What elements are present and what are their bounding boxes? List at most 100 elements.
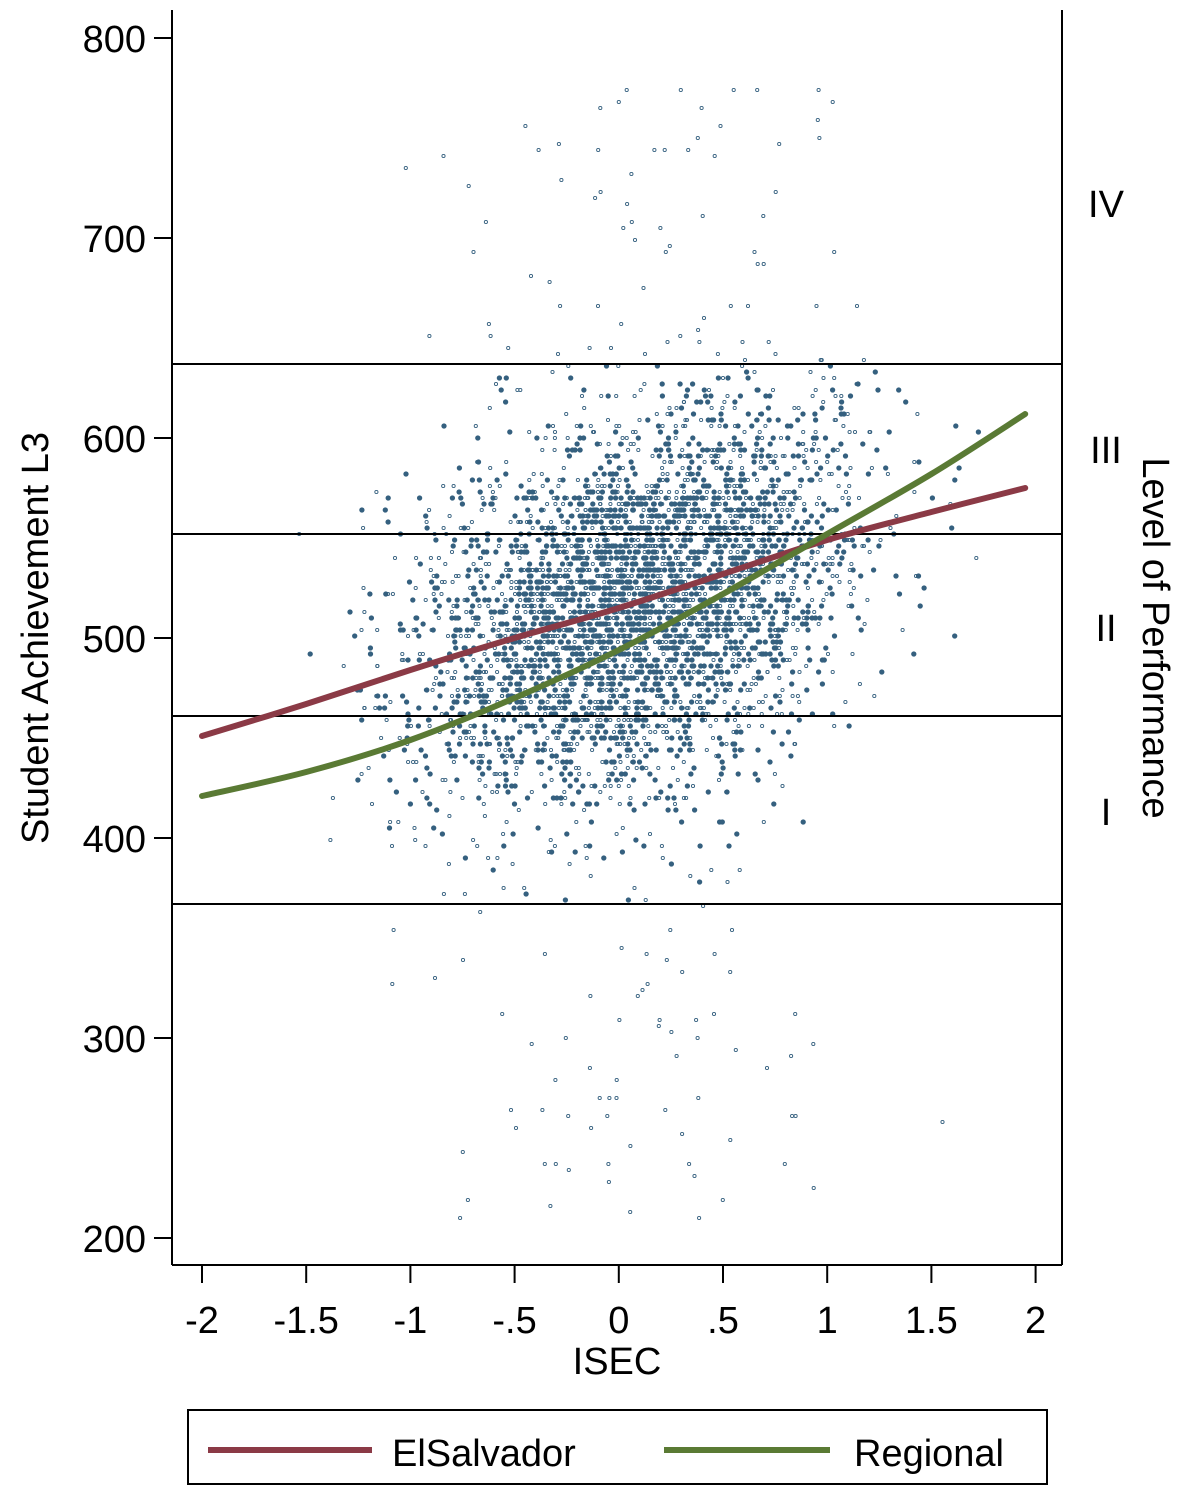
scatter-point [743,489,749,495]
scatter-point [833,417,838,423]
scatter-point [886,429,892,435]
scatter-point [530,567,535,573]
scatter-point [709,621,715,627]
scatter-point [548,489,555,495]
scatter-point [539,549,546,555]
scatter-point [701,705,706,711]
scatter-point [684,417,690,423]
scatter-point [737,867,742,873]
scatter-point [653,795,659,801]
scatter-point [669,639,674,645]
scatter-point [770,483,776,489]
scatter-point [645,549,652,555]
scatter-point [846,723,852,729]
scatter-point [632,651,638,657]
scatter-point [661,693,666,699]
scatter-point [716,495,722,501]
scatter-point [588,621,593,627]
scatter-point [791,501,796,507]
scatter-point [829,387,836,393]
scatter-point [583,513,588,519]
scatter-point [614,579,619,585]
scatter-point [677,381,683,387]
scatter-point [628,717,633,723]
scatter-point [767,513,773,519]
scatter-point [525,723,532,729]
scatter-point [504,459,509,465]
scatter-point [700,447,706,453]
scatter-point [701,507,707,513]
scatter-point [618,507,624,513]
scatter-point [721,495,726,501]
scatter-point [566,453,573,459]
scatter-point [706,447,711,453]
scatter-point [643,717,649,723]
scatter-point [781,489,786,495]
scatter-point [645,543,650,549]
scatter-point [692,555,698,561]
scatter-point [547,765,553,771]
scatter-point [705,789,711,795]
scatter-point [767,573,772,579]
scatter-point [614,723,619,729]
scatter-point [606,747,613,753]
scatter-point [573,651,579,657]
scatter-point [643,627,649,633]
scatter-point [587,567,592,573]
scatter-point [534,585,541,591]
scatter-point [626,705,631,711]
scatter-point [665,729,670,735]
scatter-point [749,423,755,429]
scatter-point [548,519,554,525]
scatter-point [574,819,579,825]
scatter-point [549,777,554,783]
scatter-point [715,543,722,549]
scatter-point [672,801,678,807]
scatter-point [872,693,877,699]
scatter-point [497,609,503,615]
scatter-point [815,669,822,675]
scatter-point [664,519,671,525]
scatter-point [761,465,768,471]
scatter-point [826,555,831,561]
scatter-point [546,561,552,567]
scatter-point [714,465,719,471]
scatter-point [555,351,561,357]
scatter-point [847,483,852,489]
scatter-point [736,573,743,579]
scatter-point [552,435,557,441]
scatter-point [609,681,615,687]
scatter-point [731,489,738,495]
scatter-point [763,693,768,699]
scatter-point [736,543,741,549]
scatter-point [718,657,723,663]
scatter-point [660,855,665,861]
scatter-point [547,609,553,615]
scatter-point [823,645,829,651]
scatter-point [554,735,559,741]
scatter-point [741,657,747,663]
scatter-point [423,513,429,519]
scatter-point [503,747,508,753]
scatter-point [660,525,665,531]
scatter-point [690,513,696,519]
scatter-point [911,651,917,657]
scatter-point [581,693,587,699]
scatter-point [477,489,483,495]
scatter-point [522,639,527,645]
scatter-point [645,417,651,423]
scatter-point [551,651,558,657]
scatter-point [686,519,691,525]
scatter-point [420,621,426,627]
scatter-point [368,615,375,621]
scatter-point [856,495,862,501]
scatter-point [782,1161,787,1167]
scatter-point [785,489,790,495]
scatter-point [453,573,459,579]
scatter-point [359,627,364,633]
scatter-point [857,681,862,687]
scatter-point [568,759,574,765]
scatter-point [635,717,642,723]
scatter-point [596,495,602,501]
scatter-point [659,597,666,603]
